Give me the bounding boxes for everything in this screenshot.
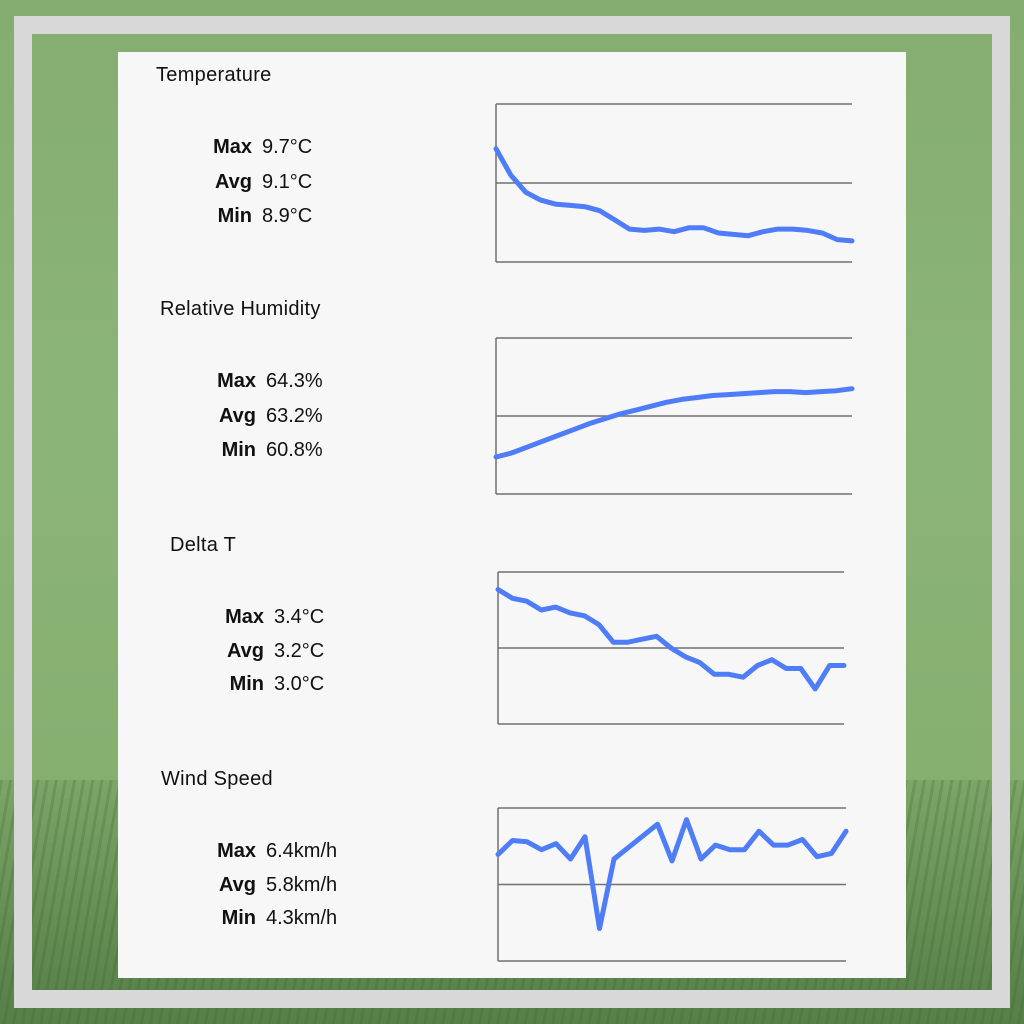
series-line [495, 817, 849, 931]
stat-avg: Avg 63.2% [202, 405, 323, 428]
humidity-section: Relative Humidity Max 64.3% Avg 63.2% Min 6… [118, 286, 906, 516]
wind-speed-chart [495, 807, 849, 962]
stat-label: Min [221, 907, 256, 929]
delta-t-chart [495, 571, 847, 725]
stat-min: Min 8.9°C [198, 205, 313, 228]
stat-avg: Avg 3.2°C [210, 640, 324, 663]
stat-value: 4.3km/h [266, 907, 338, 929]
stat-label: Min [229, 673, 264, 695]
stat-label: Max [217, 370, 256, 392]
stat-value: 9.7°C [262, 136, 313, 158]
stat-value: 3.4°C [274, 606, 325, 628]
weather-summary-panel: Temperature Max 9.7°C Avg 9.1°C Min 8.9°C R… [118, 52, 906, 978]
stat-value: 6.4km/h [266, 840, 338, 862]
stat-value: 3.2°C [274, 640, 325, 662]
stat-value: 8.9°C [262, 205, 313, 227]
stat-max: Max 9.7°C [198, 136, 312, 159]
series-line [495, 587, 847, 692]
stat-label: Max [217, 840, 256, 862]
delta-t-title: Delta T [170, 534, 237, 556]
stat-value: 64.3% [266, 370, 323, 392]
border-frame [14, 16, 1010, 1008]
delta-t-section: Delta T Max 3.4°C Avg 3.2°C Min 3.0°C [118, 520, 906, 750]
stat-label: Avg [226, 640, 264, 662]
temperature-title: Temperature [156, 64, 272, 86]
stat-max: Max 6.4km/h [202, 840, 337, 863]
wind-speed-title: Wind Speed [161, 768, 273, 790]
stat-value: 63.2% [266, 405, 323, 427]
stat-label: Avg [214, 171, 252, 193]
stat-avg: Avg 5.8km/h [202, 874, 337, 897]
stat-label: Avg [218, 405, 256, 427]
stat-min: Min 4.3km/h [202, 907, 338, 930]
stat-value: 5.8km/h [266, 874, 338, 896]
stat-avg: Avg 9.1°C [198, 171, 312, 194]
stat-value: 9.1°C [262, 171, 313, 193]
stat-value: 60.8% [266, 439, 323, 461]
temperature-section: Temperature Max 9.7°C Avg 9.1°C Min 8.9°C [118, 52, 906, 282]
stat-max: Max 3.4°C [210, 606, 324, 629]
series-line [493, 386, 855, 460]
series-line [493, 146, 855, 244]
stat-label: Min [217, 205, 252, 227]
stat-min: Min 3.0°C [210, 673, 325, 696]
temperature-chart [493, 103, 855, 263]
stat-label: Min [221, 439, 256, 461]
humidity-chart [493, 337, 855, 495]
stat-max: Max 64.3% [202, 370, 323, 393]
stat-value: 3.0°C [274, 673, 325, 695]
wind-speed-section: Wind Speed Max 6.4km/h Avg 5.8km/h Min 4.3k… [118, 754, 906, 984]
stat-label: Avg [218, 874, 256, 896]
stat-min: Min 60.8% [202, 439, 323, 462]
humidity-title: Relative Humidity [160, 298, 321, 320]
stat-label: Max [213, 136, 252, 158]
stat-label: Max [225, 606, 264, 628]
